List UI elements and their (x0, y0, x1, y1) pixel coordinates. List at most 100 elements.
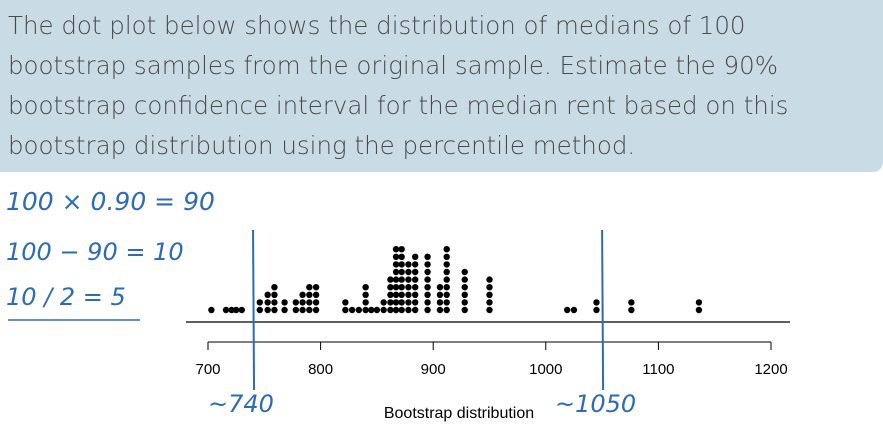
dot (312, 291, 320, 298)
dot (306, 291, 313, 298)
dot (570, 306, 578, 314)
dot (424, 284, 431, 291)
dot (486, 299, 493, 306)
dot (443, 246, 450, 253)
dot (292, 299, 300, 306)
dot (461, 291, 468, 298)
dot (424, 299, 431, 306)
dot (368, 306, 375, 314)
dot (256, 306, 263, 314)
dot (299, 299, 306, 306)
dot (387, 299, 394, 306)
dot (256, 299, 263, 306)
dot (424, 291, 431, 298)
dot (593, 299, 600, 306)
dot (424, 268, 431, 276)
dot (306, 299, 313, 306)
dot (355, 306, 363, 314)
upper-estimate-label: ~1050 (555, 390, 636, 418)
dot (387, 291, 394, 298)
dot (405, 299, 412, 306)
dot (443, 284, 450, 291)
dot (398, 261, 405, 268)
dot (461, 299, 468, 306)
dot-plot: 100 × 0.90 = 90 100 − 90 = 10 10 / 2 = 5… (6, 187, 790, 422)
dot (695, 299, 703, 306)
dot (628, 306, 635, 314)
dot (264, 299, 271, 306)
dot (398, 284, 405, 291)
dot (306, 284, 313, 291)
dot (299, 306, 306, 314)
dot (405, 284, 412, 291)
dot (411, 276, 419, 283)
dot (271, 306, 278, 314)
dot (392, 276, 400, 283)
annotation-line-3: 10 / 2 = 5 (6, 283, 126, 311)
dot (387, 284, 394, 291)
dot (424, 261, 431, 268)
dot (387, 276, 394, 283)
dot (392, 261, 400, 268)
interval-marks (252, 229, 605, 391)
question-text: The dot plot below shows the distributio… (8, 11, 789, 160)
dot (436, 306, 444, 314)
dot (271, 299, 278, 306)
percentile-marker-1050 (601, 229, 605, 391)
dot (392, 246, 400, 253)
dot (362, 291, 369, 298)
dot (411, 284, 419, 291)
dot (392, 268, 400, 276)
dot (443, 306, 450, 314)
question-box: The dot plot below shows the distributio… (0, 0, 883, 172)
dot (271, 291, 278, 298)
dot (380, 306, 387, 314)
dot (405, 291, 412, 298)
dot (443, 299, 450, 306)
dot (461, 284, 468, 291)
dot (232, 306, 240, 314)
dot (373, 306, 381, 314)
dot (392, 291, 400, 298)
dot (387, 306, 394, 314)
dot (398, 291, 405, 298)
dot (443, 253, 450, 260)
dot (362, 299, 369, 306)
x-tick-label-900: 900 (421, 361, 446, 378)
dot (461, 306, 468, 314)
dot (486, 306, 493, 314)
dot (405, 261, 412, 268)
dot (238, 306, 245, 314)
x-tick-label-1100: 1100 (642, 361, 674, 378)
dot (281, 299, 288, 306)
dot (392, 284, 400, 291)
dot (628, 299, 635, 306)
dot (398, 246, 405, 253)
dot (271, 284, 278, 291)
dot-marks (208, 246, 703, 314)
dot (411, 306, 419, 314)
dot (443, 261, 450, 268)
dot (443, 291, 450, 298)
dot (264, 306, 271, 314)
dot (411, 261, 419, 268)
dot (411, 291, 419, 298)
dot (208, 306, 215, 314)
dot (228, 306, 235, 314)
dot (461, 268, 468, 276)
dot (405, 306, 412, 314)
lower-estimate-label: ~740 (208, 390, 274, 418)
percentile-marker-740 (252, 229, 256, 391)
dot (411, 268, 419, 276)
dot (593, 306, 600, 314)
dot (443, 276, 450, 283)
dot (312, 306, 320, 314)
dot (398, 299, 405, 306)
x-axis-ticks: 700 800 900 1000 1100 1200 (195, 342, 788, 378)
dot (392, 253, 400, 260)
dot (405, 276, 412, 283)
dot (380, 299, 387, 306)
dot (461, 276, 468, 283)
x-tick-label-1000: 1000 (529, 361, 562, 378)
dot (411, 299, 419, 306)
